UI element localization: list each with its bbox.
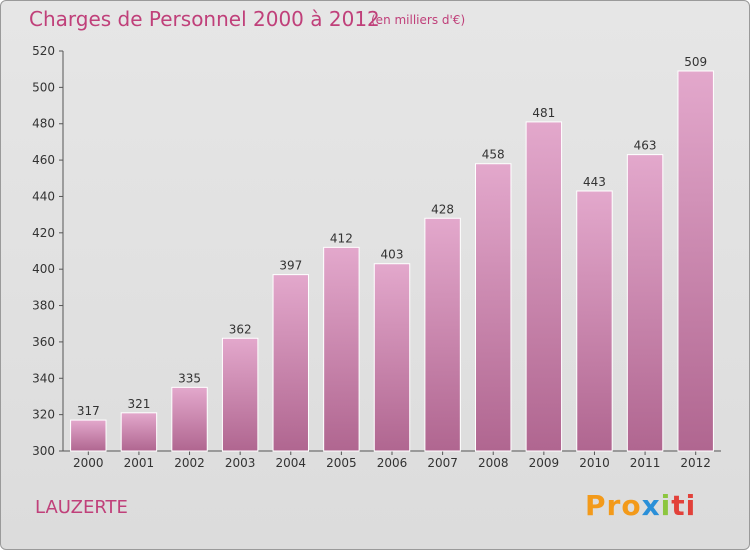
x-tick-label: 2002 — [174, 456, 205, 470]
data-label: 509 — [684, 55, 707, 69]
bar — [171, 386, 208, 452]
brand-part: x — [641, 489, 661, 522]
y-tick-label: 340 — [32, 371, 55, 385]
x-tick-label: 2001 — [124, 456, 155, 470]
x-tick-label: 2010 — [579, 456, 610, 470]
data-label: 428 — [431, 202, 454, 216]
x-tick-label: 2007 — [427, 456, 458, 470]
brand-part: i — [660, 489, 672, 522]
data-label: 362 — [229, 322, 252, 336]
y-tick-label: 380 — [32, 299, 55, 313]
x-tick-label: 2008 — [478, 456, 509, 470]
bar — [323, 246, 360, 452]
y-tick-label: 460 — [32, 153, 55, 167]
x-tick-label: 2006 — [377, 456, 408, 470]
bar — [373, 263, 411, 452]
bar — [424, 217, 461, 452]
bar — [626, 154, 664, 452]
bar — [475, 163, 512, 452]
bar — [120, 412, 158, 452]
y-tick-label: 300 — [32, 444, 55, 458]
y-tick-label: 400 — [32, 262, 55, 276]
bar — [576, 190, 613, 452]
brand-part: ti — [671, 489, 697, 522]
y-tick-label: 480 — [32, 117, 55, 131]
brand-part: Pro — [585, 489, 642, 522]
brand-logo: Proxiti — [585, 489, 696, 522]
y-tick-label: 360 — [32, 335, 55, 349]
x-tick-label: 2011 — [630, 456, 661, 470]
data-label: 335 — [178, 371, 201, 385]
data-label: 321 — [127, 397, 150, 411]
y-tick-label: 500 — [32, 80, 55, 94]
place-name: LAUZERTE — [35, 497, 128, 518]
bar — [525, 121, 563, 452]
x-tick-label: 2004 — [275, 456, 306, 470]
bar — [221, 337, 259, 452]
data-label: 397 — [279, 259, 302, 273]
bar — [70, 419, 107, 452]
y-tick-label: 320 — [32, 408, 55, 422]
y-tick-label: 440 — [32, 189, 55, 203]
y-tick-label: 520 — [32, 44, 55, 58]
x-tick-label: 2005 — [326, 456, 357, 470]
x-tick-label: 2003 — [225, 456, 256, 470]
data-label: 458 — [482, 148, 505, 162]
bar — [677, 70, 714, 452]
y-tick-label: 420 — [32, 226, 55, 240]
data-label: 317 — [77, 404, 100, 418]
x-tick-label: 2000 — [73, 456, 104, 470]
x-tick-label: 2009 — [529, 456, 560, 470]
bar — [272, 274, 309, 452]
chart-title: Charges de Personnel 2000 à 2012 — [29, 7, 380, 31]
data-label: 481 — [532, 106, 555, 120]
chart-subtitle: (en milliers d'€) — [371, 13, 466, 27]
data-label: 463 — [634, 139, 657, 153]
data-label: 403 — [381, 248, 404, 262]
x-tick-label: 2012 — [680, 456, 711, 470]
data-label: 412 — [330, 231, 353, 245]
data-label: 443 — [583, 175, 606, 189]
